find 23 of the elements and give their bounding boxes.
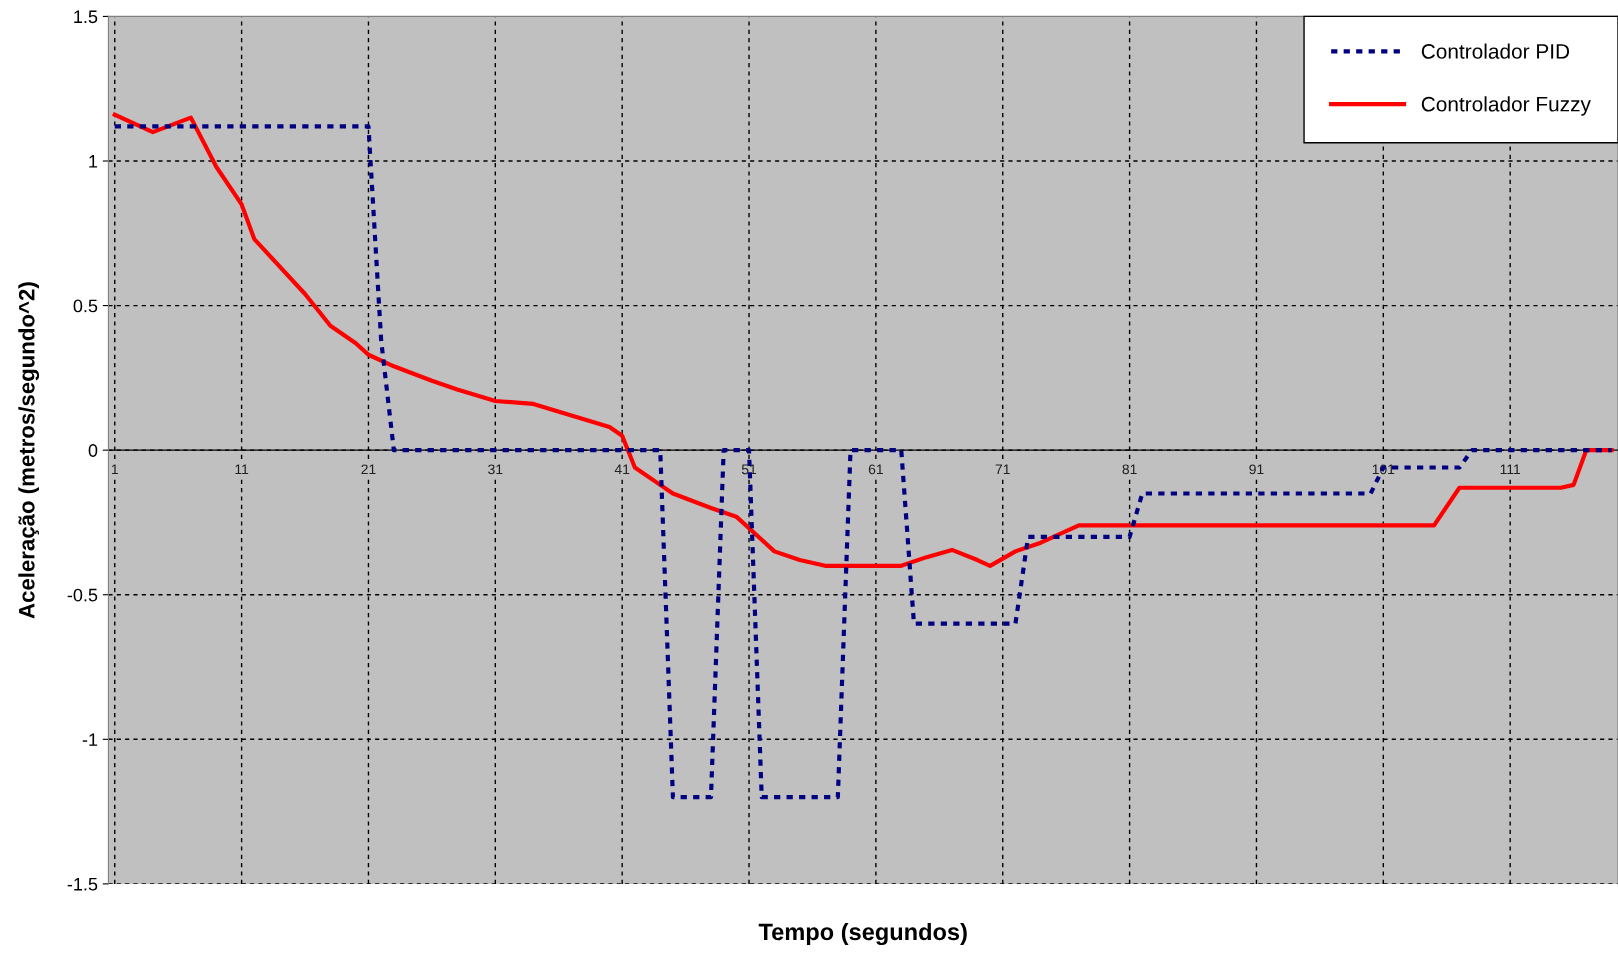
y-tick-label: 1.5	[74, 10, 98, 24]
line-series	[112, 124, 1614, 800]
y-tick-label: -0.5	[67, 588, 98, 602]
x-tick-label: 91	[1249, 464, 1264, 475]
y-axis-title: Aceleração (metros/segundo^2)	[18, 282, 40, 619]
y-tick-label: 0	[88, 444, 98, 457]
y-tick-label: 1	[89, 155, 98, 168]
x-tick-label: 51	[741, 464, 757, 475]
y-tick-label: -1	[82, 733, 98, 746]
x-tick-label: 71	[995, 464, 1010, 475]
x-tick-label: 1	[111, 464, 118, 475]
x-tick-label: 61	[868, 464, 883, 475]
x-tick-label: 111	[1500, 464, 1521, 475]
x-tick-label: 21	[361, 464, 376, 475]
y-tick-label: 0.5	[73, 299, 98, 313]
x-tick-label: 81	[1122, 464, 1137, 475]
x-tick-label: 41	[614, 464, 630, 475]
legend-label: Controlador PID	[1421, 43, 1570, 59]
legend-label: Controlador Fuzzy	[1421, 96, 1591, 116]
x-tick-label: 31	[488, 464, 503, 475]
x-tick-label: 11	[235, 464, 249, 475]
y-tick-label: -1.5	[67, 878, 98, 891]
x-axis-title: Tempo (segundos)	[758, 922, 967, 946]
